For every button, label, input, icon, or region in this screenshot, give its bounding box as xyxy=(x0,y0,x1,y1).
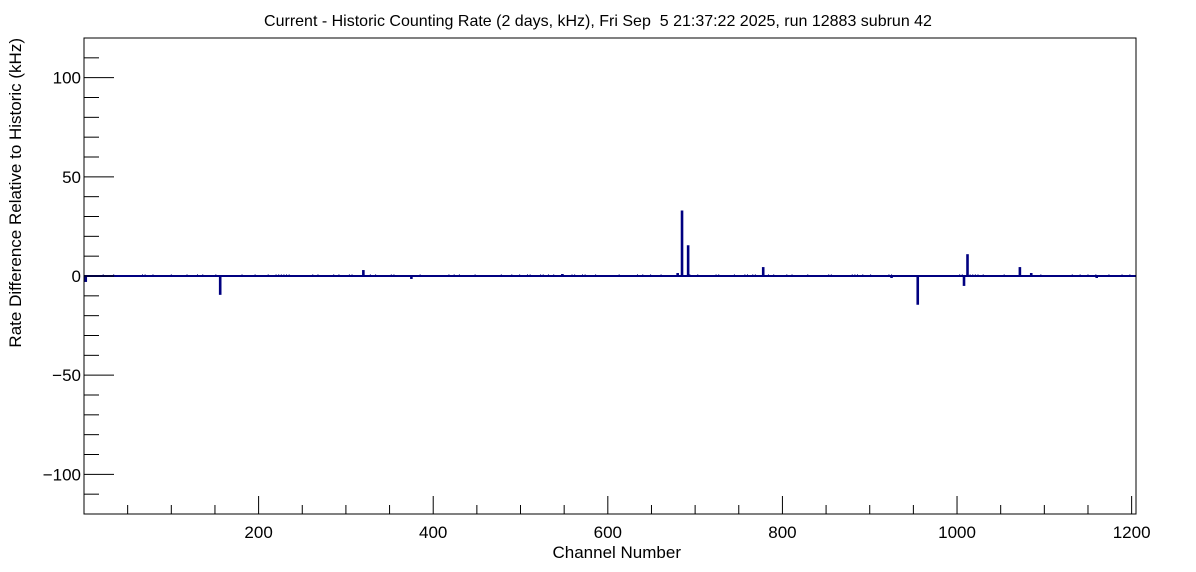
y-tick-label: −100 xyxy=(43,465,81,484)
x-tick-label: 400 xyxy=(419,523,447,542)
x-tick-label: 1000 xyxy=(938,523,976,542)
x-tick-label: 800 xyxy=(768,523,796,542)
chart-title: Current - Historic Counting Rate (2 days… xyxy=(264,13,932,30)
x-tick-label: 1200 xyxy=(1113,523,1151,542)
y-axis-title: Rate Difference Relative to Historic (kH… xyxy=(6,38,25,348)
x-axis: 200 400 600 800 1000 1200 xyxy=(127,496,1151,542)
x-tick-label: 200 xyxy=(244,523,272,542)
y-tick-label: 0 xyxy=(72,267,81,286)
y-axis: −100 −50 0 50 100 xyxy=(43,57,114,495)
y-tick-label: 100 xyxy=(53,69,81,88)
plot-area xyxy=(84,210,1136,305)
y-tick-label: −50 xyxy=(52,366,81,385)
y-tick-label: 50 xyxy=(62,168,81,187)
x-tick-label: 600 xyxy=(594,523,622,542)
x-axis-title: Channel Number xyxy=(552,543,681,562)
